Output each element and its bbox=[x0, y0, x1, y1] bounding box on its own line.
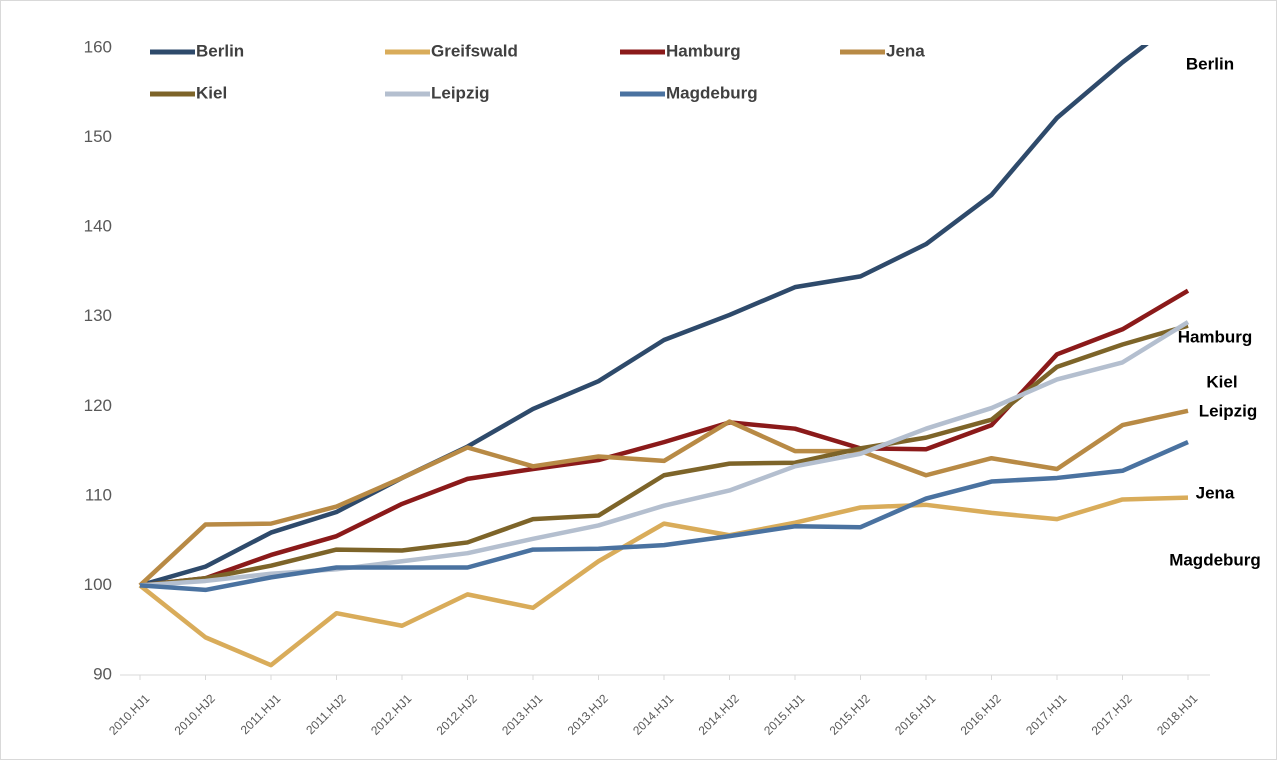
x-tick-label: 2011.HJ2 bbox=[303, 691, 349, 737]
x-tick-label: 2010.HJ1 bbox=[106, 691, 152, 737]
y-tick-label: 160 bbox=[84, 37, 112, 56]
x-tick-label: 2017.HJ1 bbox=[1023, 691, 1069, 737]
x-tick-label: 2013.HJ2 bbox=[565, 691, 611, 737]
x-tick-label: 2011.HJ1 bbox=[238, 691, 284, 737]
end-label: Jena bbox=[1196, 483, 1235, 502]
legend-label: Greifswald bbox=[431, 41, 518, 60]
y-tick-label: 130 bbox=[84, 306, 112, 325]
y-tick-label: 140 bbox=[84, 217, 112, 236]
series-line bbox=[139, 288, 1190, 588]
legend-label: Leipzig bbox=[431, 83, 490, 102]
end-label: Berlin bbox=[1186, 54, 1234, 73]
series-line bbox=[138, 408, 1189, 588]
x-tick-label: 2018.HJ1 bbox=[1154, 691, 1200, 737]
x-tick-label: 2012.HJ1 bbox=[368, 691, 414, 737]
y-tick-label: 150 bbox=[84, 127, 112, 146]
series-line bbox=[139, 440, 1189, 593]
legend-label: Hamburg bbox=[666, 41, 741, 60]
end-label: Hamburg bbox=[1178, 327, 1253, 346]
y-tick-label: 90 bbox=[93, 664, 112, 683]
legend-label: Kiel bbox=[196, 83, 227, 102]
x-tick-label: 2012.HJ2 bbox=[434, 691, 480, 737]
x-tick-label: 2016.HJ2 bbox=[958, 691, 1004, 737]
end-label: Kiel bbox=[1206, 372, 1237, 391]
x-tick-label: 2017.HJ2 bbox=[1089, 691, 1135, 737]
y-tick-label: 110 bbox=[85, 485, 112, 504]
series-line bbox=[139, 323, 1189, 588]
end-label: Magdeburg bbox=[1169, 550, 1261, 569]
y-tick-label: 100 bbox=[84, 575, 112, 594]
x-tick-label: 2014.HJ1 bbox=[630, 691, 676, 737]
x-tick-label: 2013.HJ1 bbox=[499, 691, 545, 737]
y-tick-label: 120 bbox=[84, 396, 112, 415]
x-tick-label: 2015.HJ2 bbox=[827, 691, 873, 737]
x-tick-label: 2010.HJ2 bbox=[172, 691, 218, 737]
end-label: Leipzig bbox=[1199, 401, 1258, 420]
x-tick-label: 2015.HJ1 bbox=[761, 691, 807, 737]
x-tick-label: 2014.HJ2 bbox=[696, 691, 742, 737]
legend-label: Magdeburg bbox=[666, 83, 758, 102]
x-tick-label: 2016.HJ1 bbox=[892, 691, 938, 737]
series-line bbox=[138, 495, 1189, 668]
series-line bbox=[139, 45, 1149, 588]
legend-label: Jena bbox=[886, 41, 925, 60]
legend-label: Berlin bbox=[196, 41, 244, 60]
